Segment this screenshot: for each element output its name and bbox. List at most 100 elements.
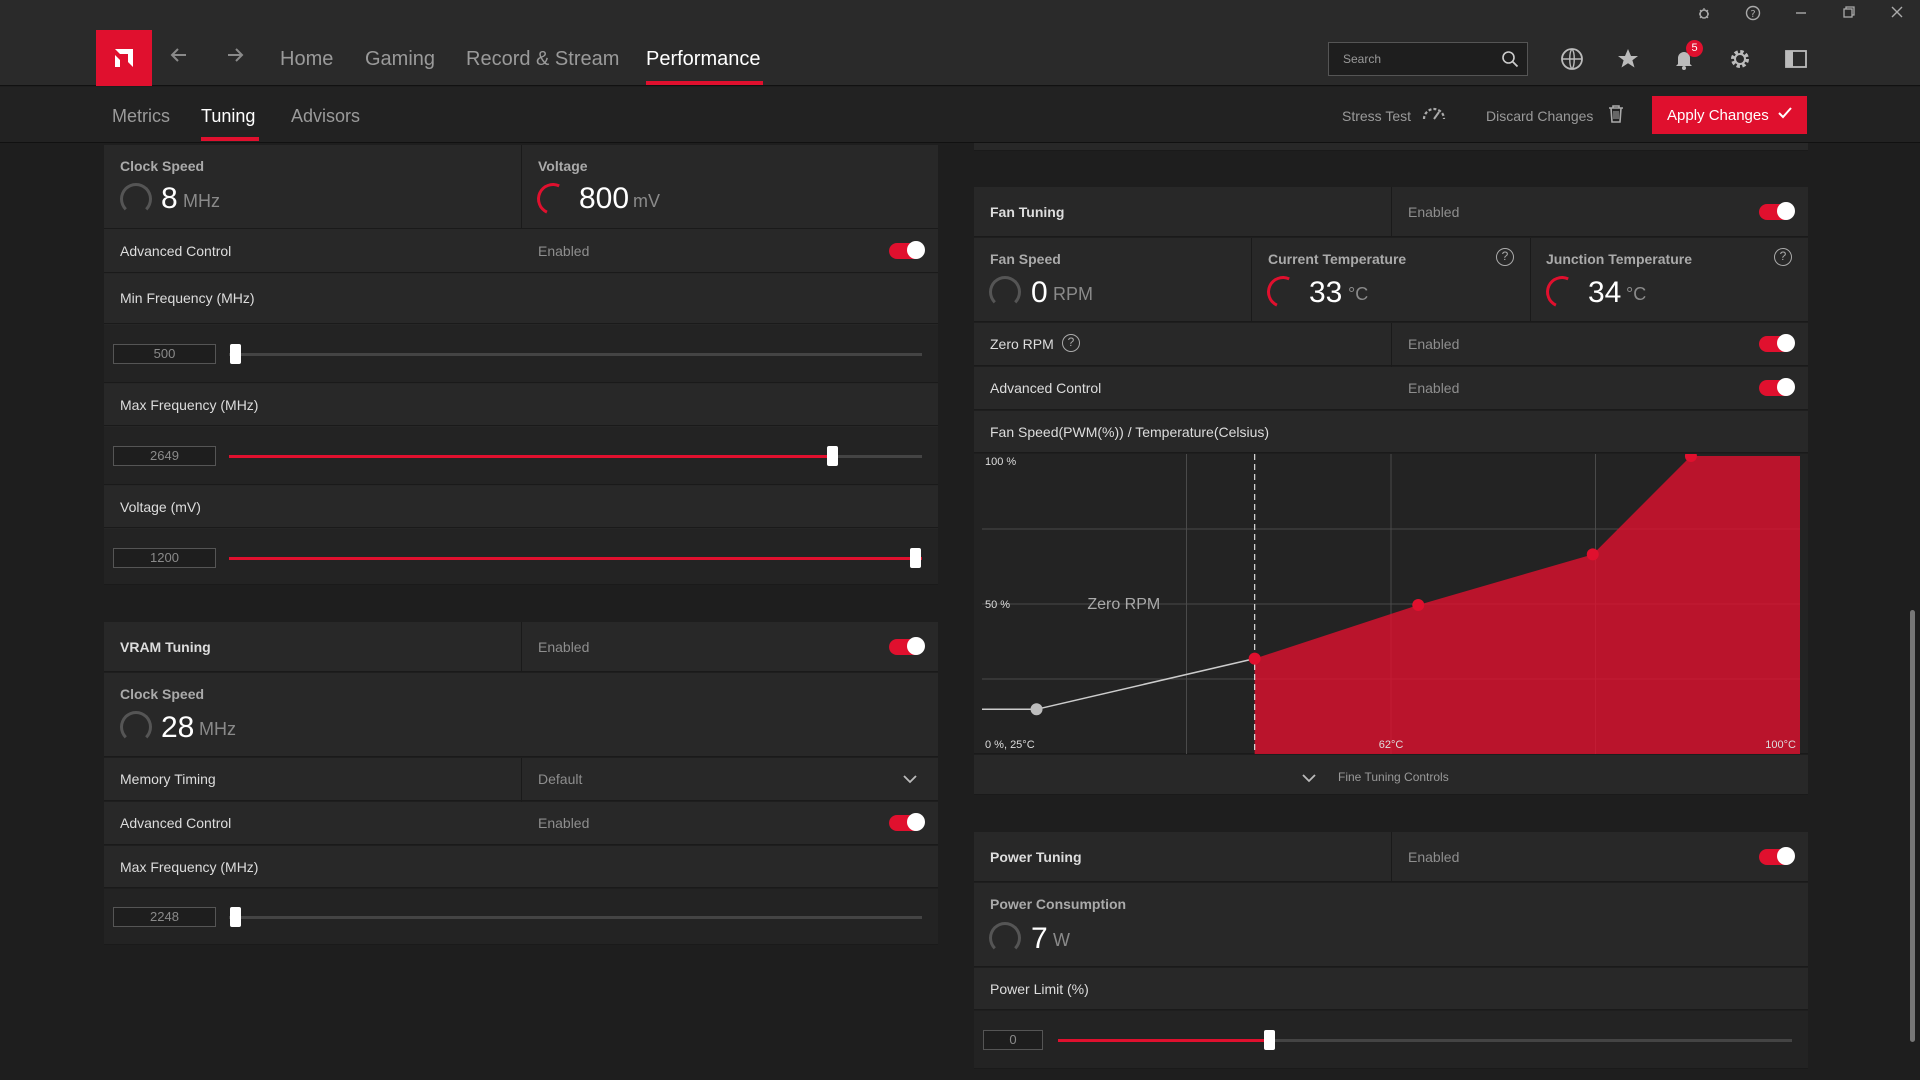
max-frequency-thumb[interactable] xyxy=(827,446,838,466)
power-limit-track[interactable] xyxy=(1058,1039,1792,1042)
gpu-advanced-label: Advanced Control xyxy=(120,243,232,259)
fan-speed-gauge xyxy=(989,276,1021,308)
settings-gear-icon[interactable] xyxy=(1725,44,1755,74)
nav-performance[interactable]: Performance xyxy=(646,48,761,70)
fan-metrics-row xyxy=(974,238,1808,322)
vram-max-frequency-input[interactable]: 2248 xyxy=(113,907,216,927)
max-frequency-input[interactable]: 2649 xyxy=(113,446,216,466)
tab-metrics[interactable]: Metrics xyxy=(112,106,170,126)
zero-rpm-label: Zero RPM xyxy=(990,336,1054,352)
max-frequency-label: Max Frequency (MHz) xyxy=(120,397,259,413)
help-icon[interactable]: ? xyxy=(1062,334,1080,352)
min-frequency-track[interactable] xyxy=(229,353,922,356)
vram-max-frequency-header xyxy=(104,846,938,888)
min-frequency-thumb[interactable] xyxy=(230,344,241,364)
fan-toggle[interactable] xyxy=(1759,202,1795,220)
y-tick-label: 100 % xyxy=(985,456,1016,468)
globe-icon[interactable] xyxy=(1557,44,1587,74)
current-temp-unit: °C xyxy=(1348,284,1369,304)
fan-speed-value: 0 xyxy=(1031,276,1048,309)
power-consumption-gauge xyxy=(989,922,1021,954)
bug-report-icon[interactable] xyxy=(1689,5,1719,25)
fan-speed-unit: RPM xyxy=(1053,284,1093,304)
chevron-down-icon[interactable] xyxy=(1301,771,1317,789)
vram-max-frequency-thumb[interactable] xyxy=(230,907,241,927)
tab-advisors[interactable]: Advisors xyxy=(291,106,361,126)
search-icon[interactable] xyxy=(1501,50,1519,73)
column-divider xyxy=(521,758,522,845)
voltage-mv-label: Voltage (mV) xyxy=(120,499,201,515)
vram-clock-label: Clock Speed xyxy=(120,686,205,702)
search-box[interactable] xyxy=(1328,42,1528,76)
help-icon[interactable]: ? xyxy=(1496,248,1514,266)
fan-speed-label: Fan Speed xyxy=(990,251,1061,267)
nav-record-stream[interactable]: Record & Stream xyxy=(466,48,620,70)
page-scrollbar[interactable] xyxy=(1910,610,1915,1042)
min-frequency-label: Min Frequency (MHz) xyxy=(120,290,255,306)
memory-timing-label: Memory Timing xyxy=(120,771,216,787)
fan-curve-point xyxy=(1684,454,1697,462)
memory-timing-dropdown[interactable]: Default xyxy=(538,771,583,787)
sidebar-toggle-icon[interactable] xyxy=(1781,44,1811,74)
apply-changes-button[interactable]: Apply Changes xyxy=(1652,96,1807,134)
current-temp-label: Current Temperature xyxy=(1268,251,1407,267)
star-icon[interactable] xyxy=(1613,44,1643,74)
forward-arrow-icon[interactable] xyxy=(224,44,246,73)
zero-rpm-toggle[interactable] xyxy=(1759,334,1795,352)
stress-test-gauge-icon[interactable] xyxy=(1421,104,1447,127)
power-consumption-label: Power Consumption xyxy=(990,896,1127,912)
gpu-clock-gauge xyxy=(120,183,152,215)
fan-curve-line-inactive xyxy=(1036,657,1255,711)
amd-logo[interactable] xyxy=(96,30,152,86)
trash-icon[interactable] xyxy=(1607,104,1625,129)
notifications-bell-icon[interactable] xyxy=(1669,44,1699,74)
help-icon[interactable]: ? xyxy=(1738,5,1768,25)
power-toggle[interactable] xyxy=(1759,847,1795,865)
vram-clock-value: 28 xyxy=(161,711,195,744)
gpu-clock-unit: MHz xyxy=(183,191,220,211)
chevron-down-icon[interactable] xyxy=(902,772,918,790)
power-limit-input[interactable]: 0 xyxy=(983,1030,1043,1050)
nav-gaming[interactable]: Gaming xyxy=(365,48,436,70)
help-icon[interactable]: ? xyxy=(1774,248,1792,266)
power-limit-thumb[interactable] xyxy=(1264,1030,1275,1050)
vram-advanced-toggle[interactable] xyxy=(889,813,925,831)
power-metrics-row xyxy=(974,883,1808,967)
power-consumption-value: 7 xyxy=(1031,922,1048,955)
column-divider xyxy=(521,622,522,672)
column-divider xyxy=(1530,238,1531,322)
y-tick-label: 50 % xyxy=(985,599,1010,611)
voltage-header xyxy=(104,486,938,528)
gpu-advanced-toggle[interactable] xyxy=(889,241,925,259)
search-input[interactable] xyxy=(1329,43,1494,75)
tab-tuning[interactable]: Tuning xyxy=(201,106,256,126)
svg-text:?: ? xyxy=(1750,9,1755,20)
close-icon[interactable] xyxy=(1882,5,1912,25)
vram-toggle[interactable] xyxy=(889,637,925,655)
fine-tuning-controls-button[interactable]: Fine Tuning Controls xyxy=(1338,770,1449,784)
stress-test-button[interactable]: Stress Test xyxy=(1342,108,1411,124)
power-limit-label: Power Limit (%) xyxy=(990,981,1089,997)
min-frequency-input[interactable]: 500 xyxy=(113,344,216,364)
fan-advanced-state: Enabled xyxy=(1408,380,1460,396)
fan-curve-point xyxy=(1248,652,1261,665)
voltage-input[interactable]: 1200 xyxy=(113,548,216,568)
restore-icon[interactable] xyxy=(1834,5,1864,25)
discard-changes-button[interactable]: Discard Changes xyxy=(1486,108,1594,124)
max-frequency-track[interactable] xyxy=(229,455,922,458)
gpu-advanced-row xyxy=(104,229,938,273)
column-divider xyxy=(1391,832,1392,882)
nav-home[interactable]: Home xyxy=(280,48,334,70)
fan-advanced-toggle[interactable] xyxy=(1759,378,1795,396)
vram-max-frequency-track[interactable] xyxy=(229,916,922,919)
x-tick-label: 100°C xyxy=(1765,739,1796,751)
voltage-thumb[interactable] xyxy=(910,548,921,568)
current-temp-value: 33 xyxy=(1309,276,1343,309)
minimize-icon[interactable] xyxy=(1786,5,1816,25)
fan-curve-chart[interactable]: 100 % 50 % 0 %, 25°C 62°C 100°C Zero RPM xyxy=(982,454,1800,754)
power-consumption-unit: W xyxy=(1053,930,1070,950)
power-state: Enabled xyxy=(1408,849,1460,865)
vram-state: Enabled xyxy=(538,639,590,655)
back-arrow-icon[interactable] xyxy=(168,44,190,73)
voltage-track[interactable] xyxy=(229,557,922,560)
